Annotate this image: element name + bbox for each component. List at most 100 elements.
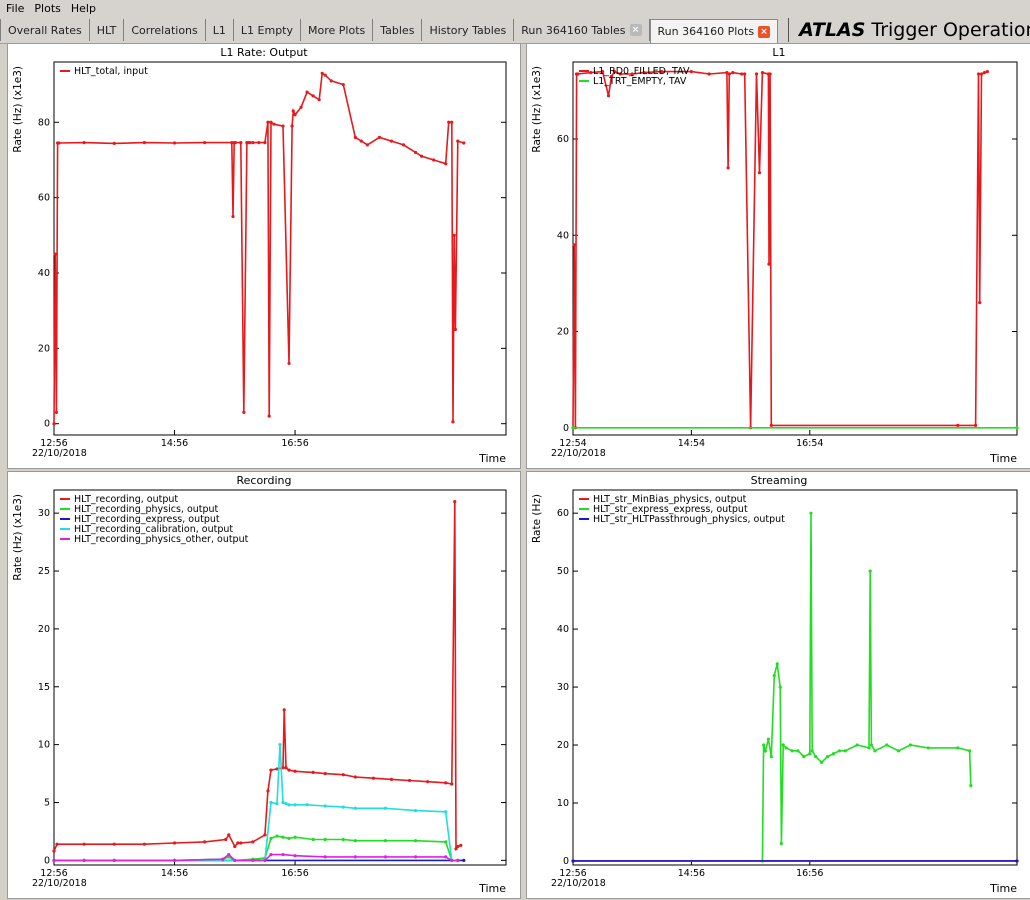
y-tick-label: 20 xyxy=(557,740,569,751)
data-point xyxy=(762,743,766,747)
tab-tables[interactable]: Tables xyxy=(373,19,423,41)
data-point xyxy=(450,858,454,862)
y-axis-label: Rate (Hz) (x1e3) xyxy=(12,66,24,153)
tab-l1[interactable]: L1 xyxy=(206,19,234,41)
menu-plots[interactable]: Plots xyxy=(34,2,61,15)
data-point xyxy=(689,70,693,74)
tab-overall-rates[interactable]: Overall Rates xyxy=(0,19,90,41)
data-point xyxy=(572,243,576,247)
y-tick-label: 40 xyxy=(557,624,569,635)
data-point xyxy=(281,124,285,128)
data-point xyxy=(291,109,295,113)
data-point xyxy=(444,855,448,859)
legend-entry: HLT_recording_physics_other, output xyxy=(74,534,249,545)
data-point xyxy=(82,858,86,862)
data-point xyxy=(341,83,345,87)
data-point xyxy=(707,72,711,76)
data-point xyxy=(444,840,448,844)
data-point xyxy=(754,72,759,76)
data-point xyxy=(323,855,327,859)
data-point xyxy=(401,143,406,147)
chart-svg: Recording 0 5 10 15 20 25 30 12:56 14:56 16:56 22/1… xyxy=(12,474,507,895)
data-point xyxy=(311,837,315,842)
data-point xyxy=(248,141,252,145)
data-point xyxy=(329,79,333,83)
data-point xyxy=(112,858,116,862)
x-tick-label: 16:54 xyxy=(796,438,823,449)
data-point xyxy=(743,72,747,76)
y-tick-label: 20 xyxy=(557,327,569,338)
y-tick-label: 60 xyxy=(38,193,50,204)
data-point xyxy=(451,420,455,424)
data-point xyxy=(269,836,273,840)
tab-label: More Plots xyxy=(308,23,366,37)
menu-help[interactable]: Help xyxy=(70,2,96,15)
data-point xyxy=(323,804,327,808)
data-point xyxy=(731,70,735,75)
menu-file[interactable]: File xyxy=(6,2,25,15)
data-point xyxy=(365,143,369,147)
data-point xyxy=(272,122,276,126)
data-point xyxy=(808,752,812,756)
x-axis-label: Time xyxy=(989,882,1017,895)
data-point xyxy=(383,855,388,859)
data-point xyxy=(843,749,847,753)
data-point xyxy=(976,72,981,76)
close-icon[interactable]: × xyxy=(629,24,642,36)
chart-svg: L1 0 20 40 60 12:54 14:54 16:54 22/10/2018 Time Ra… xyxy=(531,46,1019,465)
data-point xyxy=(1015,426,1019,430)
data-point xyxy=(414,150,418,155)
legend-entry: HLT_str_express_express, output xyxy=(593,504,748,515)
tab-history-tables[interactable]: History Tables xyxy=(422,19,515,41)
data-point xyxy=(203,141,207,145)
legend-entry: HLT_recording_calibration, output xyxy=(74,524,233,535)
data-point xyxy=(908,743,913,747)
data-point xyxy=(968,749,972,753)
tab-hlt[interactable]: HLT xyxy=(90,19,125,41)
data-point xyxy=(462,141,466,145)
data-point xyxy=(768,72,772,76)
legend-entry: HLT_str_MinBias_physics, output xyxy=(593,494,747,505)
series-group xyxy=(52,499,466,862)
tab-correlations[interactable]: Correlations xyxy=(124,19,206,41)
y-tick-label: 50 xyxy=(557,566,569,577)
data-point xyxy=(978,301,982,305)
tab-run-364160-tables[interactable]: Run 364160 Tables × xyxy=(514,19,650,41)
data-point xyxy=(317,98,321,102)
data-point xyxy=(263,858,267,862)
data-point xyxy=(432,158,436,162)
close-icon[interactable]: × xyxy=(758,25,771,38)
data-point xyxy=(377,135,382,139)
data-point xyxy=(269,768,273,772)
data-point xyxy=(203,840,207,844)
date-label: 22/10/2018 xyxy=(32,448,87,459)
chart-title: L1 xyxy=(772,46,785,59)
tab-label: Run 364160 Plots xyxy=(657,25,755,38)
data-point xyxy=(52,849,56,853)
tab-run-364160-plots[interactable]: Run 364160 Plots × xyxy=(649,18,779,44)
y-tick-label: 20 xyxy=(38,624,50,635)
data-point xyxy=(660,70,664,74)
chart-panel-l1: L1 0 20 40 60 12:54 14:54 16:54 22/10/2018 Time Ra… xyxy=(526,43,1030,469)
data-point xyxy=(456,139,460,143)
data-point xyxy=(757,171,762,175)
data-point xyxy=(281,800,285,805)
x-tick-label: 12:56 xyxy=(559,868,586,879)
data-point xyxy=(52,422,56,426)
data-point xyxy=(778,685,782,689)
data-point xyxy=(454,847,458,851)
data-point xyxy=(224,837,228,842)
data-point xyxy=(725,70,729,75)
tab-more-plots[interactable]: More Plots xyxy=(301,19,374,41)
data-point xyxy=(269,852,273,857)
tab-bar: Overall Rates HLT Correlations L1 L1 Empty Mo… xyxy=(0,17,1030,44)
y-tick-label: 5 xyxy=(44,798,50,809)
chart-svg: Streaming 0 10 20 30 40 50 60 12:56 14:56 16:56 22/… xyxy=(531,474,1019,895)
x-tick-label: 14:54 xyxy=(678,438,705,449)
chart-panel-recording: Recording 0 5 10 15 20 25 30 12:56 14:56 16:56 22/1… xyxy=(7,471,521,899)
data-point xyxy=(275,767,279,771)
plot-frame xyxy=(53,489,507,866)
data-point xyxy=(230,141,234,145)
y-tick-label: 40 xyxy=(557,230,569,241)
tab-l1-empty[interactable]: L1 Empty xyxy=(234,19,302,41)
